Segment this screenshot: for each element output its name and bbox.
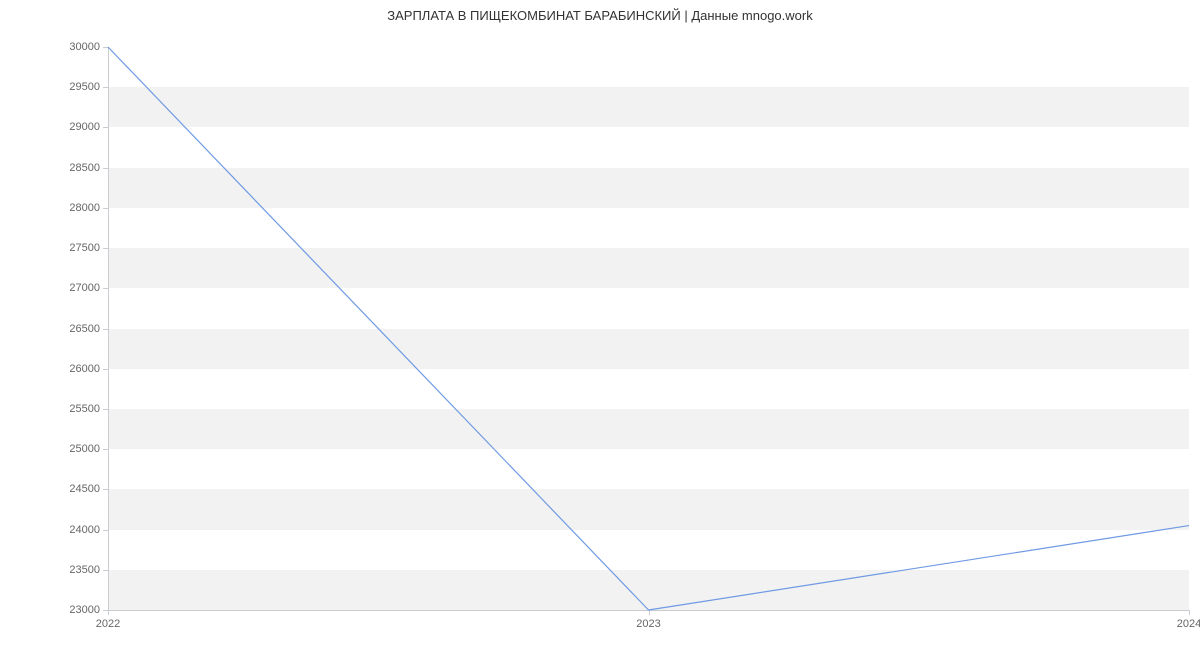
x-tick-label: 2024 <box>1177 610 1200 630</box>
y-tick-label: 24500 <box>69 483 108 495</box>
y-tick-label: 27000 <box>69 282 108 294</box>
series-line-salary <box>108 47 1189 610</box>
y-tick-label: 29000 <box>69 121 108 133</box>
x-tick-label: 2023 <box>636 610 660 630</box>
salary-chart: ЗАРПЛАТА В ПИЩЕКОМБИНАТ БАРАБИНСКИЙ | Да… <box>0 0 1200 650</box>
y-tick-label: 23500 <box>69 564 108 576</box>
y-tick-label: 26000 <box>69 363 108 375</box>
y-tick-label: 25500 <box>69 403 108 415</box>
y-tick-label: 27500 <box>69 242 108 254</box>
y-tick-label: 29500 <box>69 81 108 93</box>
y-tick-label: 28500 <box>69 162 108 174</box>
chart-title: ЗАРПЛАТА В ПИЩЕКОМБИНАТ БАРАБИНСКИЙ | Да… <box>0 8 1200 23</box>
series-layer <box>108 47 1189 610</box>
y-tick-label: 24000 <box>69 524 108 536</box>
y-tick-label: 25000 <box>69 443 108 455</box>
y-tick-label: 28000 <box>69 202 108 214</box>
plot-area: 2300023500240002450025000255002600026500… <box>108 47 1189 610</box>
y-tick-label: 30000 <box>69 41 108 53</box>
x-tick-label: 2022 <box>96 610 120 630</box>
y-tick-label: 26500 <box>69 323 108 335</box>
